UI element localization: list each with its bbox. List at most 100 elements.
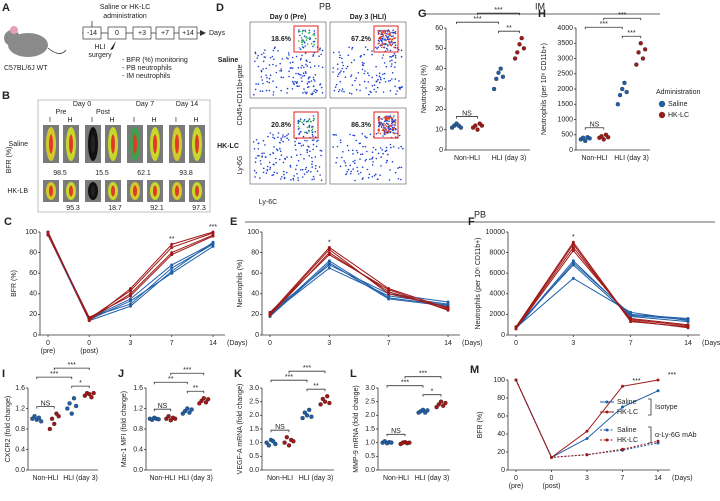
flow-event: [321, 92, 324, 94]
flow-event: [377, 46, 380, 49]
flow-event: [378, 116, 381, 118]
flow-event: [265, 67, 267, 70]
flow-event: [385, 125, 388, 127]
flow-event: [369, 133, 372, 136]
data-point: [585, 453, 589, 457]
flow-event: [262, 167, 265, 170]
data-point: [512, 56, 518, 61]
data-point: [500, 74, 506, 79]
flow-event: [304, 71, 307, 73]
x-tick-label: 14: [209, 340, 217, 347]
flow-event: [379, 29, 381, 32]
flow-event: [394, 44, 397, 46]
data-point: [446, 300, 450, 304]
legend-marker: [605, 410, 609, 414]
series-line: [269, 254, 449, 313]
gate-percent: 18.6%: [271, 36, 292, 43]
data-point: [166, 414, 171, 419]
flow-event: [336, 157, 338, 159]
flow-event: [349, 172, 352, 175]
data-point: [656, 439, 660, 443]
panel-label: M: [470, 364, 479, 376]
flow-event: [264, 156, 267, 158]
panel-label: B: [2, 90, 10, 102]
flow-event: [308, 118, 311, 120]
bfr-value: 15.5: [95, 170, 109, 177]
surgery-arrow: [110, 41, 116, 50]
flow-plot: [329, 21, 407, 99]
flow-event: [312, 45, 314, 48]
flow-event: [391, 55, 394, 57]
flow-event: [391, 126, 394, 129]
flow-event: [252, 141, 255, 143]
flow-event: [380, 124, 383, 127]
flow-event: [321, 49, 324, 52]
flow-event: [274, 46, 276, 48]
flow-event: [302, 135, 305, 138]
flow-event: [377, 78, 379, 81]
flow-event: [290, 179, 292, 181]
flow-event: [359, 142, 362, 145]
y-tick-label: 40: [29, 291, 37, 298]
data-point: [446, 305, 450, 309]
y-tick-label: 0.4: [15, 446, 25, 453]
significance: *: [431, 389, 434, 396]
flow-event: [268, 89, 271, 92]
mouse-ear: [10, 26, 18, 34]
flow-event: [382, 34, 385, 37]
flow-event: [394, 66, 396, 68]
data-point: [170, 242, 174, 246]
gate: [293, 111, 319, 139]
flow-event: [301, 176, 304, 178]
y-tick-label: 60: [29, 270, 37, 277]
flow-event: [341, 61, 344, 64]
significance: ***: [285, 374, 293, 381]
flow-event: [390, 65, 393, 68]
y-tick-label: 0: [501, 332, 505, 339]
flow-event: [256, 57, 259, 59]
flow-event: [345, 164, 347, 167]
flow-event: [393, 46, 396, 49]
flow-event: [389, 116, 392, 119]
legend-marker: [605, 428, 609, 432]
flow-event: [277, 132, 280, 134]
flow-event: [297, 121, 300, 123]
flow-event: [371, 151, 374, 153]
axis-label: Ly-6G: [237, 156, 244, 175]
row-label: HK-LC: [217, 143, 239, 150]
flow-event: [386, 49, 389, 51]
flow-event: [391, 161, 394, 163]
flow-event: [308, 131, 310, 133]
flow-event: [355, 77, 358, 79]
admin-text: administration: [103, 13, 147, 20]
flow-event: [309, 38, 311, 41]
flow-event: [397, 147, 400, 149]
flow-event: [300, 169, 302, 171]
section-header: IM: [535, 1, 545, 11]
surgery-text: surgery: [88, 52, 112, 59]
data-point: [327, 245, 331, 249]
data-point: [170, 253, 174, 257]
legend-brace: [648, 398, 652, 444]
flow-event: [272, 94, 275, 96]
flow-event: [311, 156, 313, 159]
flow-event: [371, 175, 374, 178]
flow-event: [392, 35, 394, 37]
data-point: [571, 259, 575, 263]
flow-event: [387, 118, 389, 120]
flow-event: [300, 37, 303, 39]
flow-event: [372, 161, 374, 163]
flow-event: [290, 156, 293, 158]
flow-event: [286, 134, 288, 137]
flow-event: [341, 57, 343, 60]
x-tick-label: 0: [514, 340, 518, 347]
flow-event: [363, 53, 365, 56]
flow-event: [382, 36, 385, 38]
y-tick-label: 20: [435, 106, 443, 113]
flow-event: [290, 66, 292, 69]
significance: ***: [473, 16, 481, 23]
flow-event: [269, 132, 272, 134]
data-point: [587, 136, 592, 141]
flow-event: [346, 171, 349, 173]
flow-event: [312, 55, 314, 57]
